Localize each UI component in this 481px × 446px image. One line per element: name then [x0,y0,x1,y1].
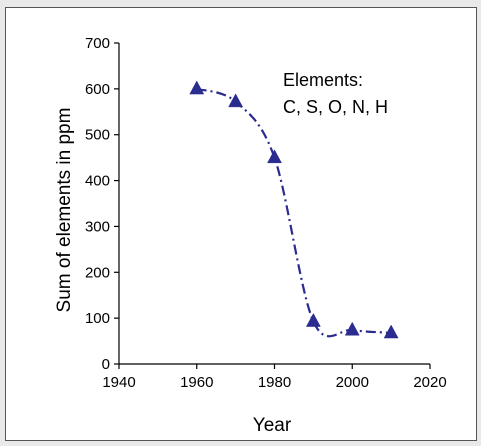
y-tick-label: 200 [85,264,110,281]
y-axis-label: Sum of elements in ppm [54,108,75,313]
x-tick-label: 2020 [413,374,446,391]
y-tick-label: 500 [85,127,110,144]
data-point [228,93,244,108]
y-tick-label: 0 [102,356,110,373]
x-tick-label: 1940 [102,374,135,391]
data-point [305,313,321,327]
y-tick-label: 700 [85,35,110,52]
axes [118,43,430,365]
series-layer [189,80,399,339]
data-point [267,149,282,164]
x-tick-label: 2000 [336,374,369,391]
annotation-line-1: Elements: [283,70,363,90]
tick-marks [114,42,431,369]
annotation-line-2: C, S, O, N, H [283,97,388,117]
data-point [383,324,399,339]
y-tick-label: 400 [85,173,110,190]
data-point [189,80,205,95]
y-tick-label: 300 [85,218,110,235]
x-tick-label: 1980 [258,374,291,391]
chart-frame [5,7,477,441]
y-tick-label: 100 [85,310,110,327]
series-line [196,87,392,338]
y-tick-label: 600 [85,81,110,98]
x-axis-label: Year [253,415,292,436]
x-tick-label: 1960 [180,374,213,391]
tick-labels: 0 100 200 300 400 500 600 700 1940 1960 1980 2000 20… [85,35,447,391]
data-point [344,321,360,336]
